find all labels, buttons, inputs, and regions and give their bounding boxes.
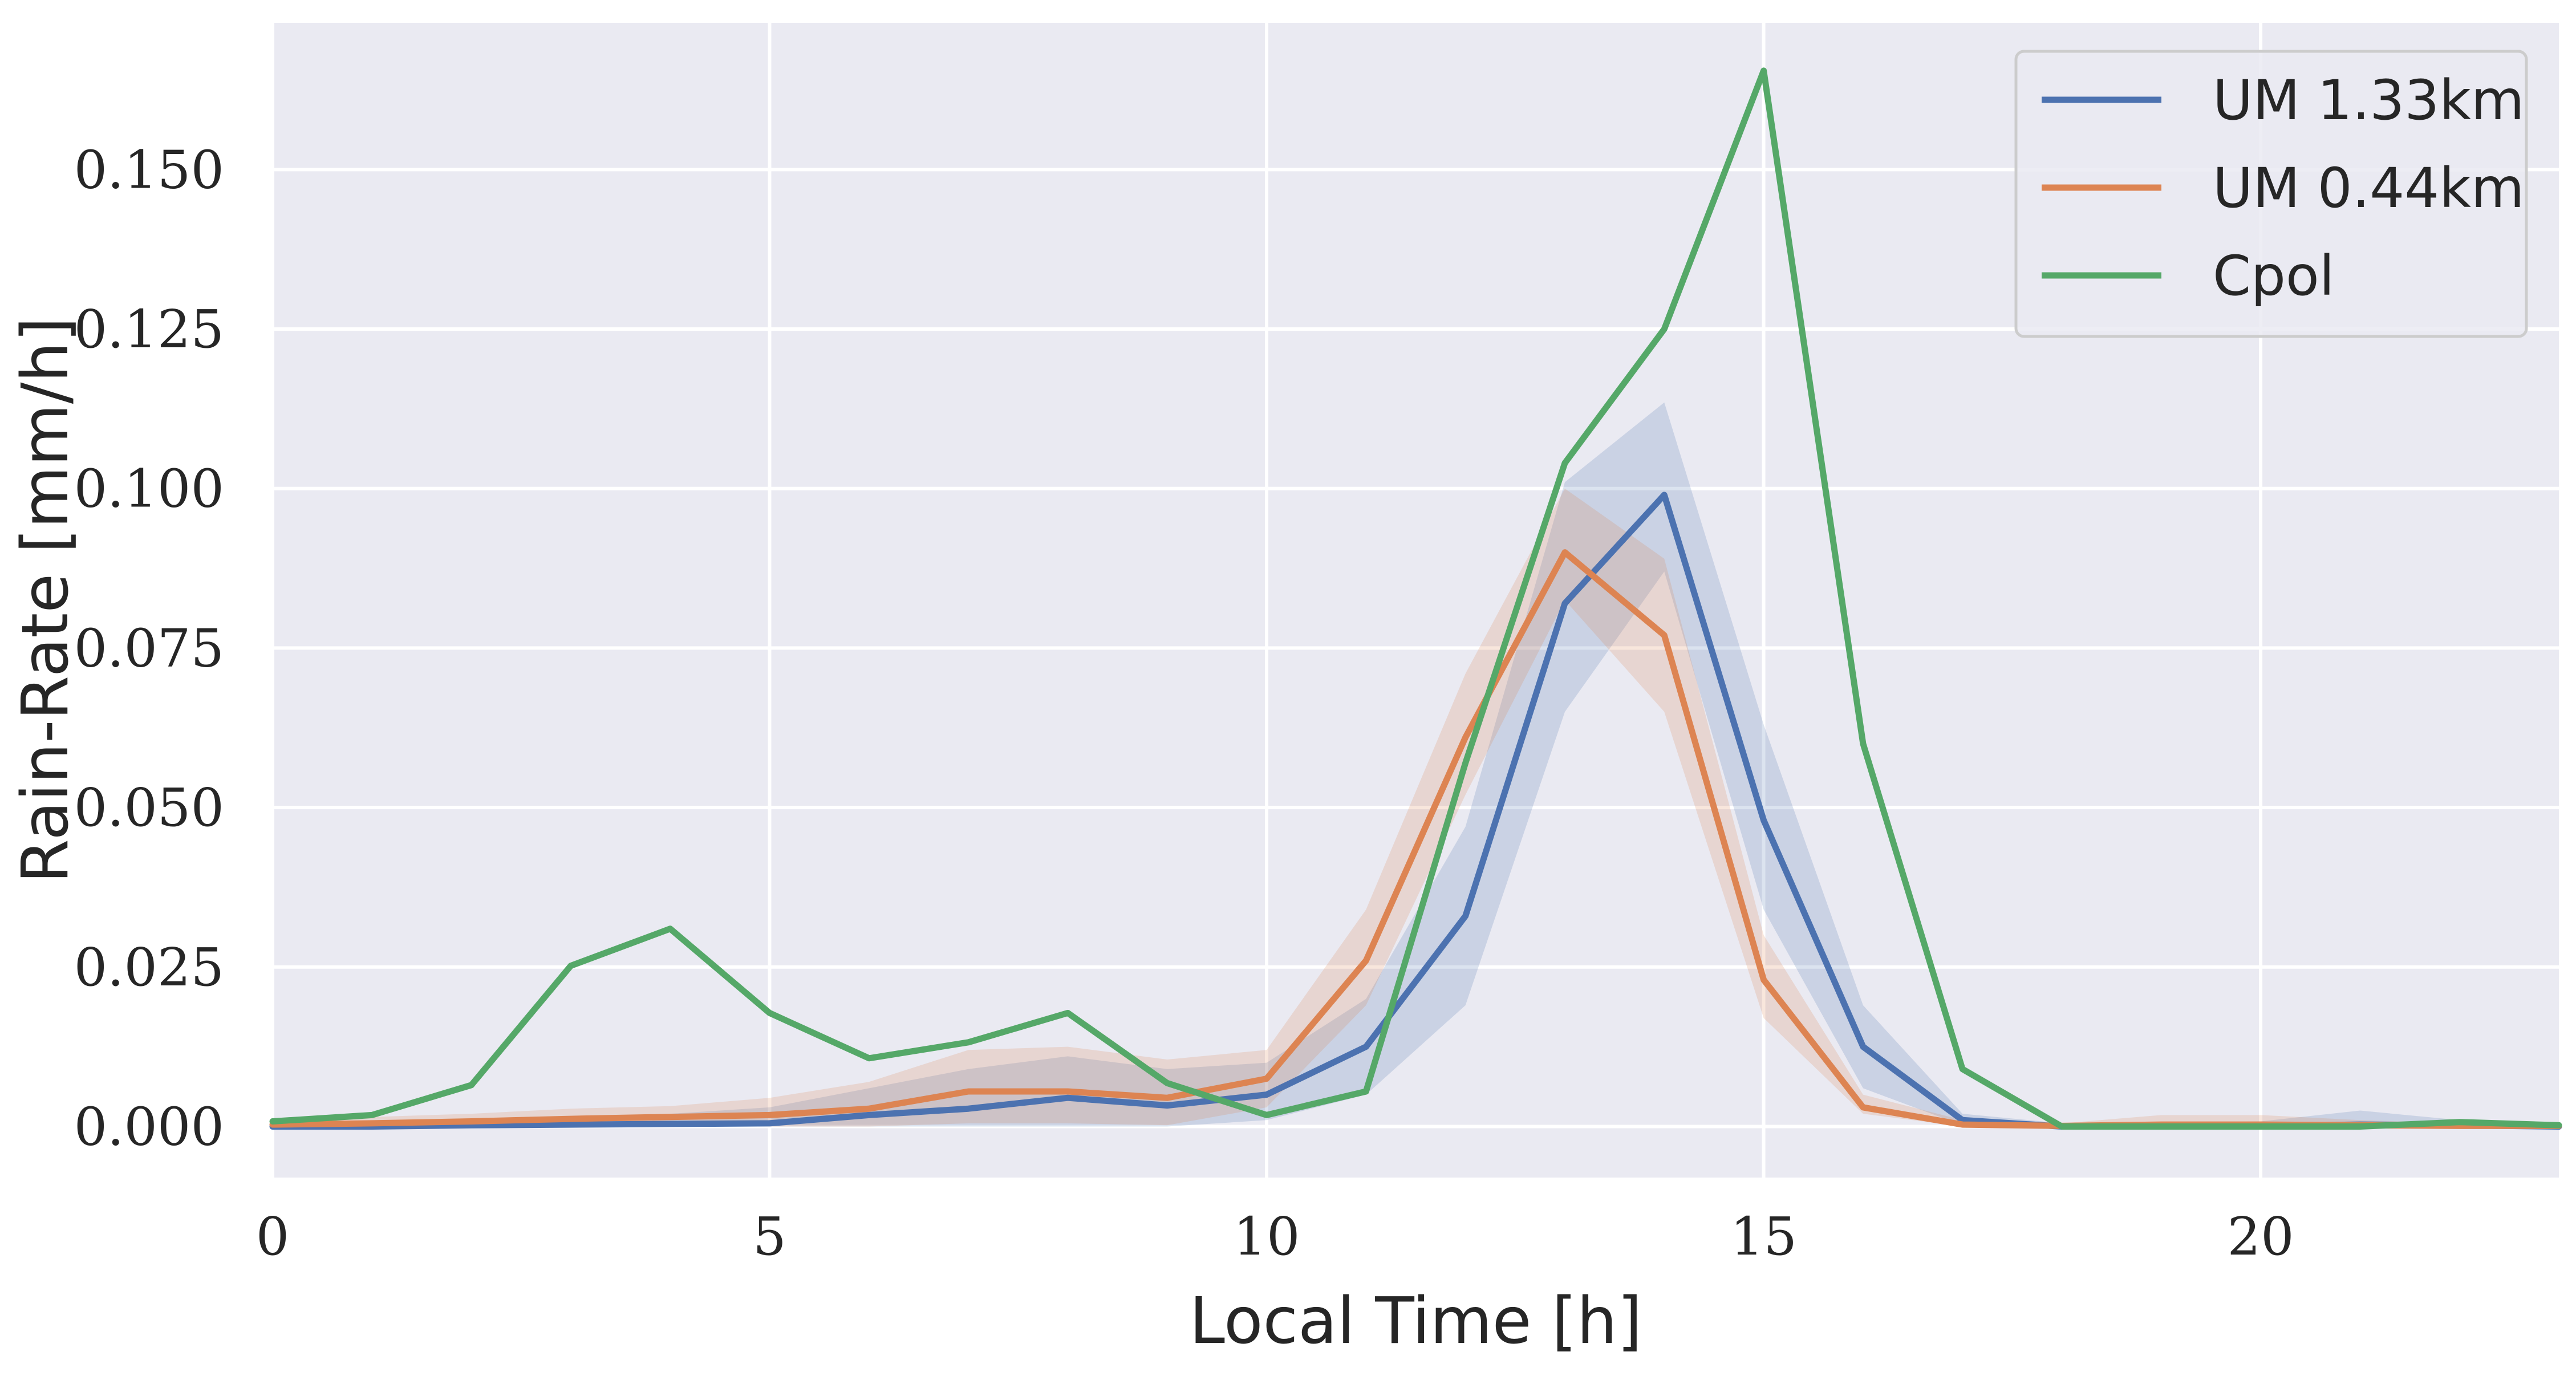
y-tick-label: 0.150 [74,139,224,200]
x-axis-label: Local Time [h] [1190,1284,1642,1358]
x-tick-label: 0 [256,1206,290,1267]
legend-label-um-133km: UM 1.33km [2213,68,2524,132]
y-tick-label: 0.075 [74,618,224,679]
legend-label-cpol: Cpol [2213,244,2334,308]
y-tick-label: 0.100 [74,458,224,519]
legend-box [2014,50,2528,338]
x-tick-label: 10 [1234,1206,1300,1267]
y-tick-label: 0.125 [74,299,224,360]
y-tick-label: 0.050 [74,777,224,838]
line-series-2 [269,67,2562,1130]
band-series-1 [273,488,2559,1127]
tick-labels: 0 5 10 15 20 0.000 0.025 0.050 0.075 0.100 0.125 0.… [74,139,2294,1267]
y-tick-label: 0.025 [74,937,224,998]
x-tick-label: 20 [2228,1206,2294,1267]
legend-label-um-044km: UM 0.44km [2213,156,2524,220]
x-tick-label: 15 [1730,1206,1797,1267]
y-tick-label: 0.000 [74,1096,224,1157]
x-tick-label: 5 [753,1206,786,1267]
y-axis-label: Rain-Rate [mm/h] [9,317,83,883]
series-lines [269,67,2562,1130]
legend: UM 1.33km UM 0.44km Cpol [2014,50,2528,338]
